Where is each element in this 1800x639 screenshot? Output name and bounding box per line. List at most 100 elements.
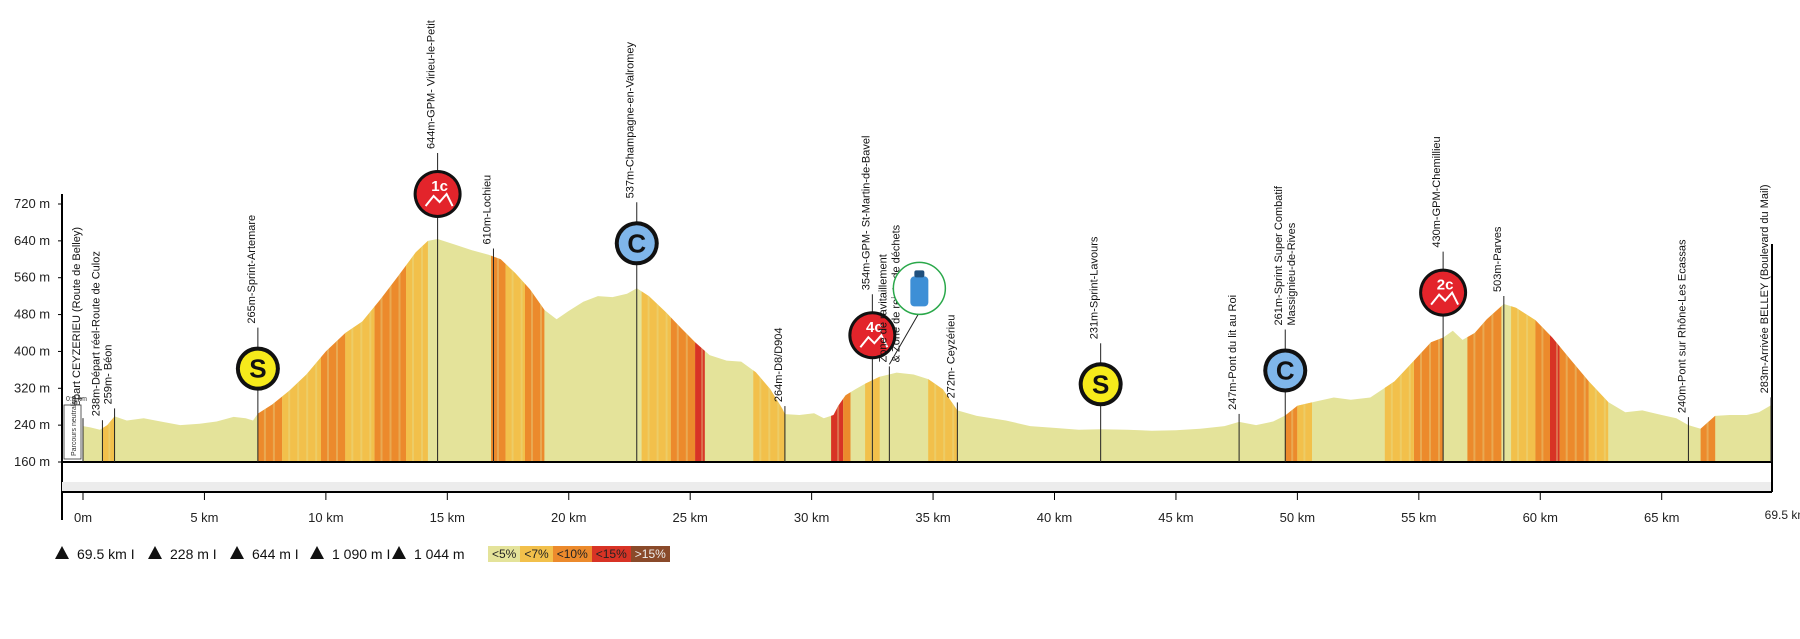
x-end-label: 69.5 km bbox=[1765, 508, 1800, 522]
gradient-stripe bbox=[665, 239, 668, 462]
waypoint-label: 503m-Parves bbox=[1492, 226, 1504, 292]
gradient-stripe bbox=[297, 239, 300, 462]
waypoint-label: 247m-Pont du lit au Roi bbox=[1227, 295, 1239, 410]
gradient-stripe bbox=[540, 239, 542, 462]
gradient-band bbox=[670, 239, 696, 462]
gradient-stripe bbox=[1541, 239, 1544, 462]
stat-value: 69.5 km I bbox=[77, 546, 135, 562]
gradient-stripe bbox=[943, 239, 946, 462]
gradient-stripe bbox=[520, 239, 523, 462]
summary-stats: 69.5 km I 228 m I 644 m I 1 090 m I 1 044 m bbox=[55, 546, 465, 562]
neutralised-zone bbox=[63, 404, 82, 460]
kom-category: 1c bbox=[431, 178, 448, 195]
x-tick-label: 65 km bbox=[1644, 510, 1679, 525]
marker-letter: S bbox=[1092, 369, 1109, 399]
y-tick-label: 560 m bbox=[14, 270, 50, 285]
gradient-stripe bbox=[1517, 239, 1520, 462]
gradient-stripe bbox=[327, 239, 329, 462]
gradient-stripe bbox=[497, 239, 499, 462]
x-tick-label: 30 km bbox=[794, 510, 829, 525]
min-altitude-icon bbox=[148, 546, 162, 559]
x-axis-ticks: 0m 5 km 10 km 15 km 20 km 25 km 30 km 35 km 40 k… bbox=[74, 492, 1800, 525]
stat-value: 1 044 m bbox=[414, 546, 465, 562]
gradient-stripe bbox=[777, 239, 780, 462]
gradient-stripe bbox=[360, 239, 363, 462]
gradient-stripe bbox=[272, 239, 275, 462]
gradient-band bbox=[695, 239, 705, 462]
mountain-glyph bbox=[859, 333, 889, 348]
gradient-stripe bbox=[1408, 239, 1411, 462]
feed-leader bbox=[888, 312, 920, 365]
gradient-band bbox=[1550, 239, 1560, 462]
gradient-stripe bbox=[656, 239, 659, 462]
gradient-stripe bbox=[701, 239, 704, 462]
stat-value: 228 m I bbox=[170, 546, 217, 562]
waypoint-label: 644m-GPM- Virieu-le-Petit bbox=[426, 20, 438, 149]
gradient-stripe bbox=[1390, 239, 1393, 462]
gradient-stripe bbox=[288, 239, 291, 462]
gradient-band bbox=[321, 239, 346, 462]
marker-letter: S bbox=[249, 354, 266, 384]
y-tick-label: 320 m bbox=[14, 380, 50, 395]
waypoint-label: 238m-Départ réel-Route de Culoz bbox=[90, 251, 102, 416]
waypoint-label: 264m-D8/D904 bbox=[773, 327, 785, 402]
kom-category: 4c bbox=[866, 319, 883, 336]
bottle-cap bbox=[914, 270, 925, 278]
waypoint-label: 430m-GPM-Chemillieu bbox=[1431, 136, 1443, 247]
marker-letter: C bbox=[627, 228, 646, 258]
gradient-stripe bbox=[398, 239, 401, 462]
gradient-band bbox=[843, 239, 851, 462]
gradient-stripe bbox=[1574, 239, 1577, 462]
legend-item-gt15: >15% bbox=[630, 546, 670, 562]
gradient-stripe bbox=[1438, 239, 1440, 462]
neutralised-label: Parcours neutralisé bbox=[71, 396, 78, 456]
gradient-band bbox=[1700, 239, 1716, 462]
gradient-stripe bbox=[389, 239, 392, 462]
gradient-stripe bbox=[351, 239, 354, 462]
waypoint-label: 610m-Lochieu bbox=[481, 175, 493, 245]
gradient-stripe bbox=[1482, 239, 1485, 462]
x-tick-label: 45 km bbox=[1158, 510, 1193, 525]
waypoint-label: 261m-Sprint Super Combatif bbox=[1273, 185, 1285, 325]
waypoint-label: 231m-Sprint-Lavours bbox=[1089, 236, 1101, 339]
waypoint-label: 537m-Champagne-en-Valromey bbox=[625, 41, 637, 198]
y-tick-label: 640 m bbox=[14, 233, 50, 248]
gradient-stripe bbox=[531, 239, 533, 462]
stat-value: 1 090 m I bbox=[332, 546, 390, 562]
gradient-stripe bbox=[315, 239, 318, 462]
waypoint-label: Zone de ravitaillement bbox=[877, 254, 889, 362]
x-tick-label: 0m bbox=[74, 510, 92, 525]
x-tick-label: 60 km bbox=[1523, 510, 1558, 525]
gradient-stripe bbox=[685, 239, 688, 462]
waypoint-label: 259m- Béon bbox=[103, 344, 115, 404]
waypoints: Départ CEYZERIEU (Route de Belley) 238m-D… bbox=[63, 20, 1772, 462]
waypoint-label: 240m-Pont sur Rhône-Les Ecassas bbox=[1676, 239, 1688, 413]
x-tick-label: 5 km bbox=[190, 510, 218, 525]
gradient-stripe bbox=[759, 239, 762, 462]
y-tick-label: 240 m bbox=[14, 417, 50, 432]
waypoint-label-2: Massignieu-de-Rives bbox=[1286, 222, 1298, 325]
gradient-stripe bbox=[676, 239, 679, 462]
gradient-stripe bbox=[768, 239, 771, 462]
y-tick-label: 160 m bbox=[14, 454, 50, 469]
waypoint-label: 272m- Ceyzérieu bbox=[945, 315, 957, 399]
gradient-band bbox=[102, 239, 115, 462]
stat-value: 644 m I bbox=[252, 546, 299, 562]
gradient-stripe bbox=[306, 239, 309, 462]
km-track bbox=[62, 482, 1772, 492]
marker-face bbox=[239, 350, 276, 387]
mountain-glyph bbox=[1430, 290, 1460, 306]
axes bbox=[61, 194, 1773, 520]
marker-letter: C bbox=[1276, 355, 1295, 385]
gradient-stripe bbox=[1556, 239, 1558, 462]
gradient-stripe bbox=[1594, 239, 1597, 462]
gradient-stripe bbox=[263, 239, 266, 462]
gradient-stripe bbox=[1491, 239, 1494, 462]
gradient-stripe bbox=[380, 239, 383, 462]
legend-item-lt10: <10% bbox=[552, 546, 592, 562]
legend-item-lt5: <5% bbox=[488, 546, 521, 562]
gradient-stripe bbox=[1706, 239, 1709, 462]
marker-face bbox=[1082, 366, 1119, 403]
x-tick-label: 50 km bbox=[1280, 510, 1315, 525]
